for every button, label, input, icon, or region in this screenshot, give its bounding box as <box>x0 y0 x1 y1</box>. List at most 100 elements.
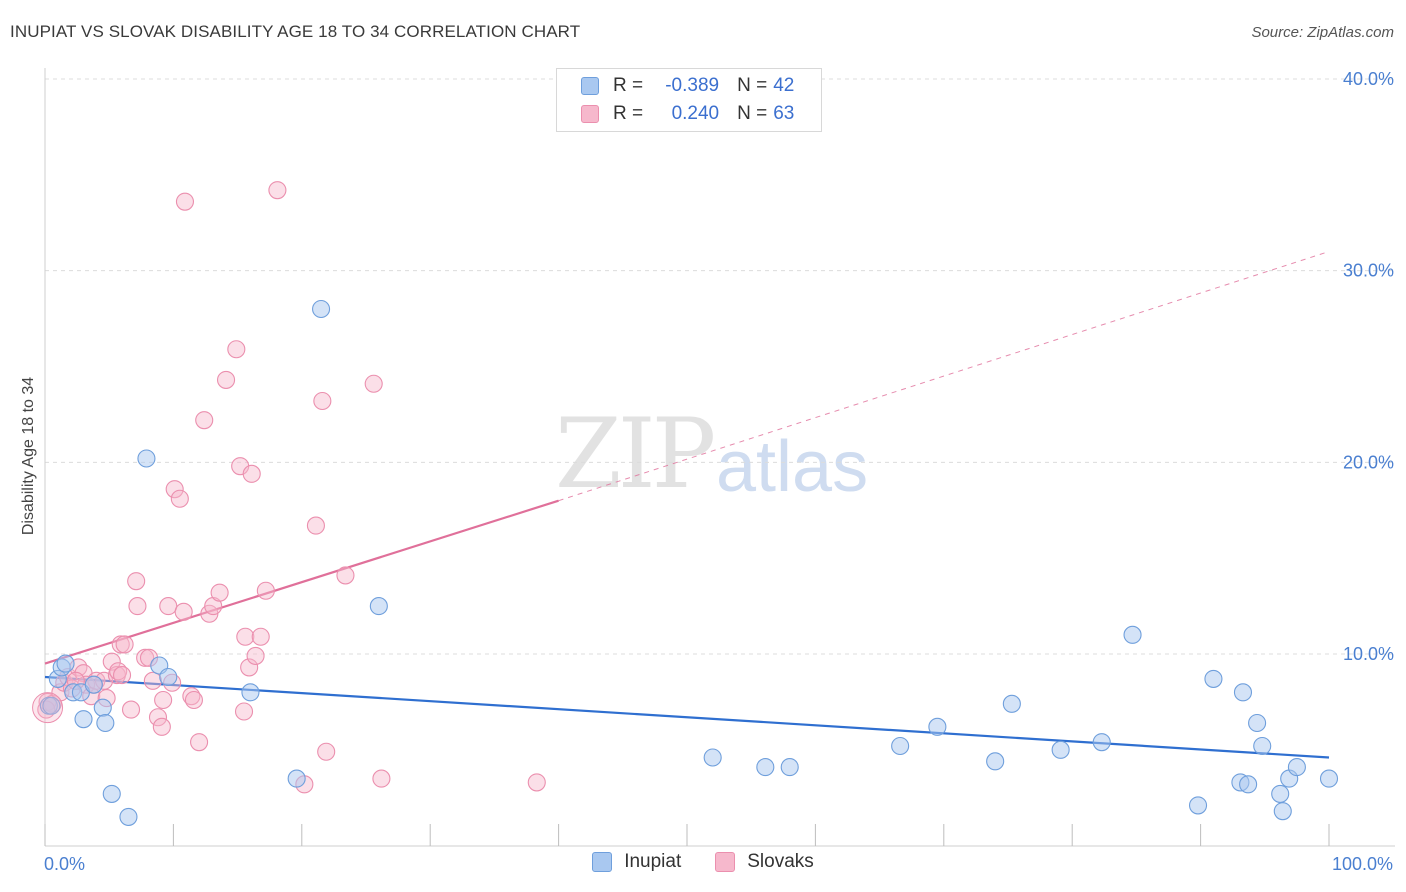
data-point-inupiat <box>780 758 799 777</box>
data-point-slovaks <box>256 581 275 600</box>
data-point-inupiat <box>42 696 61 715</box>
data-point-inupiat <box>159 667 178 687</box>
data-point-slovaks <box>336 566 355 585</box>
data-point-slovaks <box>236 627 255 646</box>
legend-row-inupiat: R = -0.389 N = 42 <box>581 72 794 100</box>
watermark-atlas: atlas <box>716 427 869 507</box>
legend-box: R = -0.389 N = 42 R = 0.240 N = 63 <box>556 68 822 132</box>
data-point-inupiat <box>1239 775 1258 794</box>
data-point-slovaks <box>251 627 270 646</box>
legend-n-value: 63 <box>773 103 795 124</box>
bottom-legend-slovaks: Slovaks <box>715 851 814 873</box>
data-point-inupiat <box>986 752 1005 771</box>
source-label: Source: ZipAtlas.com <box>1251 24 1394 41</box>
data-point-slovaks <box>268 181 287 200</box>
x-tick-label: 100.0% <box>1332 854 1393 874</box>
label-layer: 10.0% 20.0% 30.0% 40.0% 0.0% 100.0% <box>44 69 1394 874</box>
data-point-slovaks <box>127 572 146 591</box>
legend-swatch-slovaks <box>581 105 599 123</box>
data-point-inupiat <box>1319 769 1339 788</box>
data-point-inupiat <box>137 449 156 468</box>
data-point-inupiat <box>93 698 112 717</box>
data-point-slovaks <box>170 489 189 508</box>
legend-r-value: 0.240 <box>671 103 720 124</box>
data-point-slovaks <box>143 671 162 690</box>
data-point-slovaks <box>174 602 193 621</box>
trendline-slovaks <box>44 499 559 665</box>
data-point-slovaks <box>216 370 236 389</box>
data-point-inupiat <box>756 758 775 777</box>
y-tick-label: 20.0% <box>1343 452 1394 472</box>
grid-layer <box>45 78 1395 655</box>
data-point-inupiat <box>312 299 331 319</box>
bottom-legend-swatch-inupiat <box>592 852 613 872</box>
data-point-slovaks <box>313 391 332 411</box>
data-point-slovaks <box>148 708 168 727</box>
trend-layer <box>44 251 1330 759</box>
data-point-inupiat <box>96 713 115 733</box>
data-point-inupiat <box>1253 736 1272 756</box>
data-point-slovaks <box>121 700 141 719</box>
data-point-slovaks <box>184 690 203 710</box>
data-point-slovaks <box>317 742 336 761</box>
data-point-slovaks <box>165 480 184 499</box>
data-point-inupiat <box>928 717 947 736</box>
data-point-slovaks <box>234 702 254 721</box>
data-point-inupiat <box>1248 713 1267 733</box>
bottom-legend-swatch-slovaks <box>715 852 736 872</box>
y-tick-label: 40.0% <box>1343 69 1394 89</box>
legend-n-label: N = <box>737 103 768 124</box>
data-point-slovaks <box>364 374 383 393</box>
data-point-slovaks <box>175 192 195 211</box>
data-point-inupiat <box>1188 796 1208 815</box>
legend-r-label: R = <box>613 75 644 96</box>
data-point-slovaks <box>190 733 209 752</box>
legend-n-label: N = <box>737 75 768 96</box>
data-point-slovaks <box>227 340 246 359</box>
axis-layer <box>44 68 1395 847</box>
watermark-zip: ZIP <box>555 398 716 510</box>
legend-r-value: -0.389 <box>665 75 720 96</box>
data-point-slovaks <box>240 658 259 677</box>
data-point-slovaks <box>306 516 325 535</box>
data-point-inupiat <box>703 748 722 767</box>
data-point-inupiat <box>1287 758 1306 777</box>
y-tick-label: 30.0% <box>1343 261 1394 281</box>
data-point-slovaks <box>159 597 178 616</box>
data-point-inupiat <box>891 736 910 756</box>
data-point-slovaks <box>128 597 147 616</box>
data-point-inupiat <box>1204 669 1223 688</box>
bottom-legend: Inupiat Slovaks <box>0 851 1406 873</box>
data-point-inupiat <box>287 769 306 788</box>
data-point-slovaks <box>195 411 214 430</box>
data-point-inupiat <box>369 597 388 616</box>
data-point-slovaks <box>111 635 130 654</box>
trendline-slovaks-extension <box>558 251 1330 502</box>
data-point-slovaks <box>115 635 134 654</box>
data-point-inupiat <box>119 807 138 826</box>
data-point-inupiat <box>56 654 75 673</box>
data-point-slovaks <box>527 773 546 792</box>
data-point-slovaks <box>372 769 391 788</box>
data-point-inupiat <box>1092 733 1111 752</box>
legend-r-label: R = <box>613 103 644 124</box>
data-point-slovaks <box>102 652 121 671</box>
data-point-inupiat <box>241 683 260 702</box>
legend-swatch-inupiat <box>581 77 599 95</box>
data-point-inupiat <box>102 784 121 803</box>
data-point-slovaks <box>154 690 173 710</box>
bottom-legend-label-inupiat: Inupiat <box>624 851 682 872</box>
data-point-slovaks <box>112 666 132 685</box>
data-point-slovaks <box>152 717 171 736</box>
points-layer <box>32 181 1339 826</box>
data-point-inupiat <box>74 710 93 729</box>
bottom-legend-label-slovaks: Slovaks <box>747 851 814 872</box>
y-tick-label: 10.0% <box>1343 644 1394 664</box>
data-point-inupiat <box>1273 802 1292 821</box>
data-point-inupiat <box>1123 625 1142 644</box>
data-point-slovaks <box>210 583 229 602</box>
legend-row-slovaks: R = 0.240 N = 63 <box>581 100 794 128</box>
data-point-inupiat <box>1051 740 1070 759</box>
data-point-slovaks <box>246 646 265 665</box>
